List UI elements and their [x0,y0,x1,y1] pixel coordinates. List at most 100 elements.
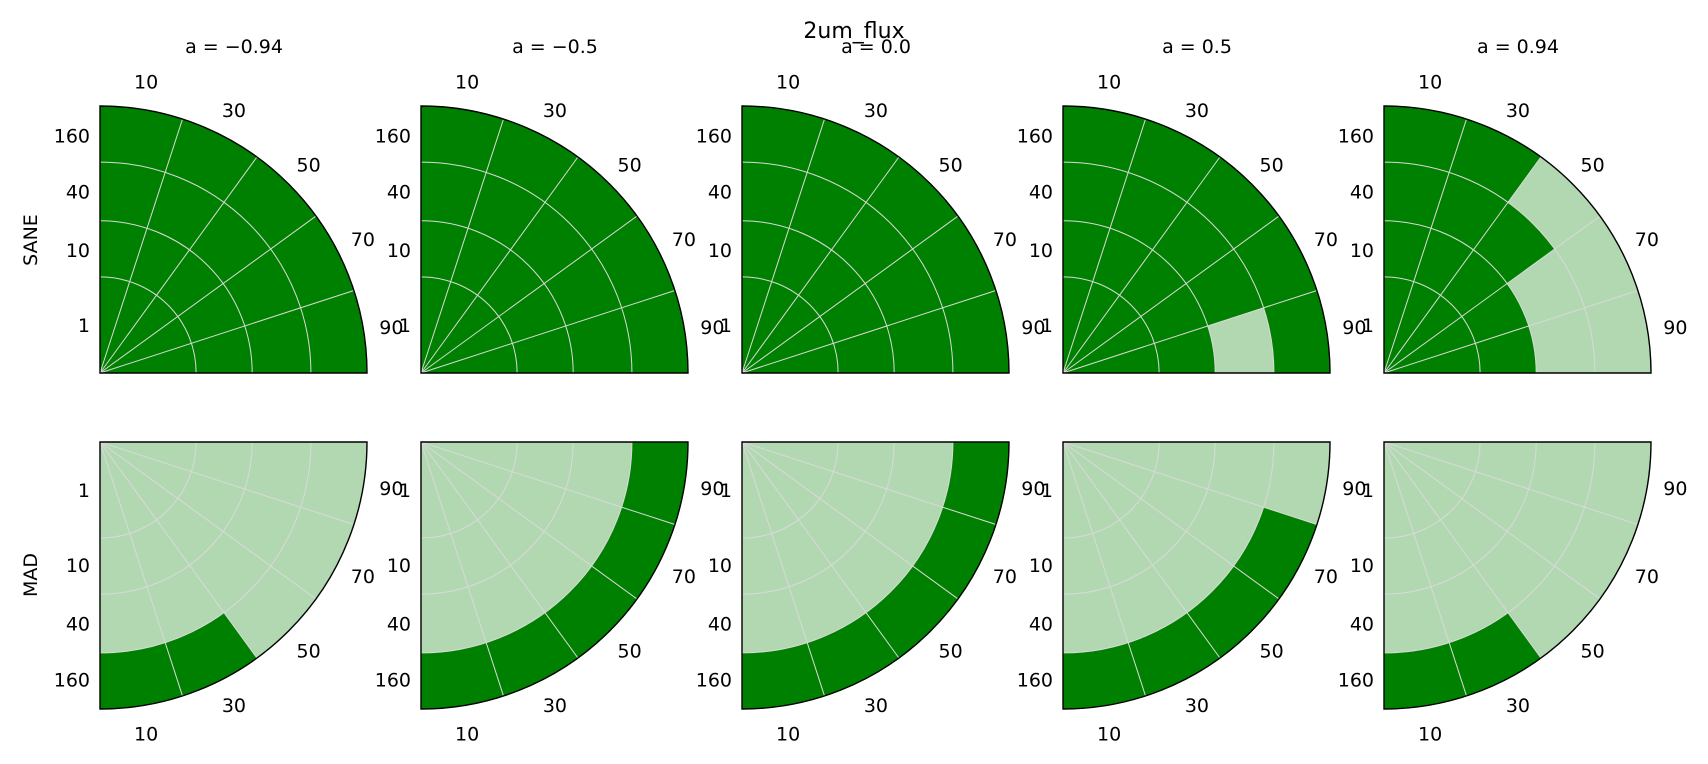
grid-arc [420,441,518,539]
polar-cell [1128,612,1220,696]
polar-cell [742,295,820,373]
radial-tick-label: 40 [66,181,90,203]
angular-tick-label: 10 [776,72,800,94]
grid-spoke [741,441,997,525]
polar-cell [1384,162,1450,229]
radial-tick-label: 1 [399,480,411,502]
polar-cell [912,216,996,308]
row-labels: SANE MAD [20,214,42,597]
polar-cell [177,283,245,344]
polar-cell [270,216,354,308]
radial-tick-label: 10 [1029,555,1053,577]
polar-cell [477,249,545,317]
polar-cell [100,442,157,534]
grid-arc [420,161,633,374]
polar-cell [621,290,688,373]
polar-cell [100,442,192,499]
panel-frame [99,105,368,374]
polar-cell [833,442,895,490]
grid-spoke [1383,215,1601,374]
angular-tick-label: 30 [543,100,567,122]
radial-tick-label: 1 [1362,315,1374,337]
polar-cell [129,228,190,296]
radial-tick-label: 40 [708,614,732,636]
polar-cell [1384,442,1441,534]
radial-tick-label: 10 [1029,240,1053,262]
polar-cell [100,106,183,173]
grid-spoke [741,156,900,374]
polar-cell [177,471,245,532]
angular-tick-label: 50 [939,641,963,663]
angular-tick-label: 70 [351,229,375,251]
polar-cell [1263,290,1331,373]
grid-spoke [420,215,638,374]
polar-panel: 1 10 40 160 10 30 50 70 90 [54,441,403,745]
polar-cell [1449,119,1541,203]
polar-cell [1584,442,1651,525]
radial-tick-label: 160 [696,670,732,692]
polar-cell [1186,249,1264,326]
polar-cell [942,442,1009,525]
grid-arc [1062,441,1216,595]
angular-tick-label: 50 [1260,154,1284,176]
polar-cell [544,156,638,250]
radial-tick-label: 10 [387,555,411,577]
polar-panel: 1 10 40 160 10 30 50 70 90 [1017,72,1366,374]
polar-cell [1507,249,1585,326]
polar-cell [100,642,183,709]
grid-spoke [741,118,825,374]
polar-cell [1554,216,1638,308]
polar-cell [1186,489,1264,566]
angular-tick-label: 30 [222,100,246,122]
angular-tick-label: 50 [1581,641,1605,663]
polar-cell [156,498,224,566]
polar-cell [789,565,866,643]
polar-cell [421,106,504,173]
polar-cell [421,162,487,229]
grid-spoke [741,441,825,697]
angular-tick-label: 10 [1097,723,1121,745]
angular-tick-label: 50 [297,154,321,176]
angular-tick-label: 50 [1581,154,1605,176]
polar-cell [1475,442,1537,490]
polar-cell [223,249,301,326]
polar-cell [1207,307,1274,373]
angular-tick-label: 10 [455,72,479,94]
polar-cell [1063,442,1155,499]
polar-cell [591,507,675,599]
grid-arc [741,220,895,374]
grid-arc [420,276,518,374]
polar-panel: 1 10 40 160 10 30 50 70 90 [375,72,724,374]
grid-arc [741,161,954,374]
polar-cell [1140,471,1208,532]
polar-cell [477,498,545,566]
polar-cell [833,325,895,373]
polar-cell [742,442,799,534]
angular-tick-label: 90 [700,478,724,500]
angular-tick-label: 90 [379,317,403,339]
polar-cell [565,307,632,373]
polar-cell [1063,442,1141,520]
polar-cell [1413,228,1474,296]
radial-tick-label: 1 [1362,480,1374,502]
grid-arc [1062,161,1275,374]
polar-cell [742,586,808,653]
angular-tick-label: 30 [864,100,888,122]
radial-tick-label: 10 [66,555,90,577]
angular-tick-label: 10 [134,723,158,745]
polar-cell [789,172,866,250]
radial-tick-label: 1 [720,480,732,502]
grid-arc [420,441,574,595]
figure-title: 2um_flux [803,19,904,44]
grid-spoke [1383,441,1601,600]
radial-tick-label: 10 [66,240,90,262]
angular-tick-label: 30 [1185,695,1209,717]
polar-cell [1063,586,1129,653]
polar-panel: 1 10 40 160 10 30 50 70 90 [54,72,403,374]
polar-cell [421,316,513,373]
grid-spoke [420,118,504,374]
grid-spoke [99,441,258,659]
polar-panel: 1 10 40 160 10 30 50 70 90 [1338,72,1687,374]
grid-spoke [1383,441,1467,697]
grid-spoke [99,215,317,374]
